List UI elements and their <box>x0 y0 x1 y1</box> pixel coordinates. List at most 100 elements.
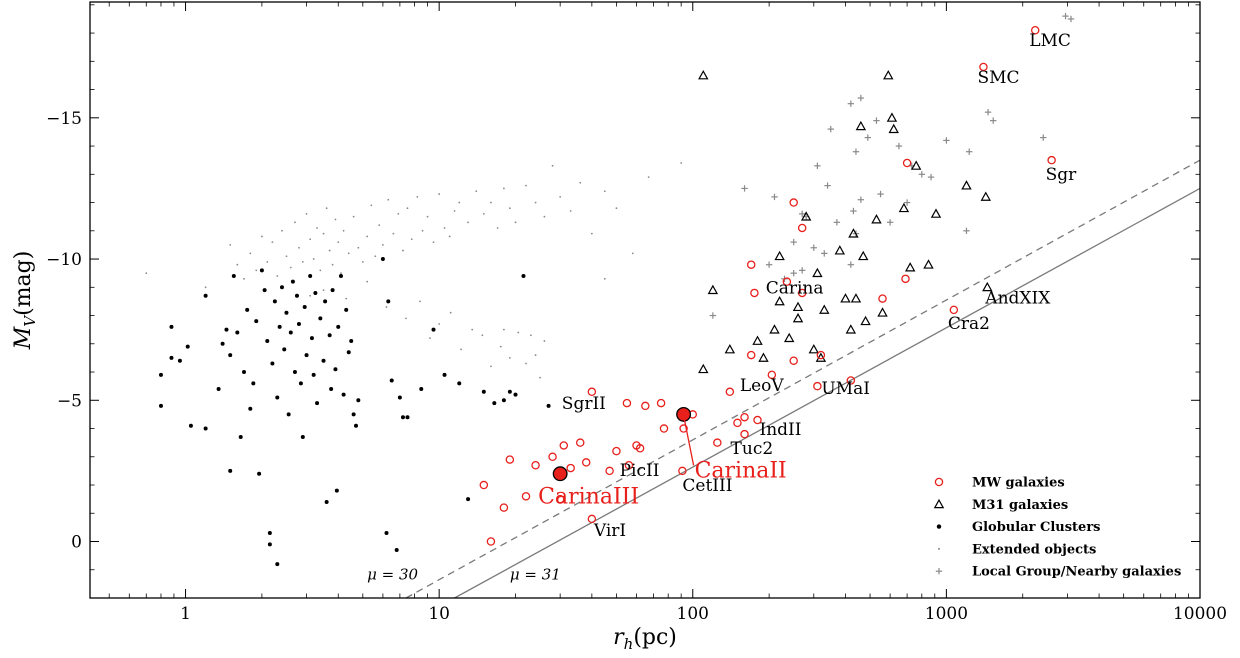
globular-cluster-point <box>321 358 326 363</box>
extended-object-point <box>319 269 322 272</box>
local-group-galaxy-point <box>873 117 880 124</box>
m31-galaxy-point <box>769 324 780 334</box>
extended-object-point <box>615 207 618 210</box>
mw-galaxy-point <box>725 387 735 397</box>
globular-cluster-point <box>356 398 361 403</box>
extended-object-point <box>496 227 499 229</box>
extended-object-point <box>406 207 409 210</box>
extended-object-point <box>378 224 381 227</box>
globular-cluster-point <box>397 395 402 400</box>
extended-object-point <box>337 241 340 243</box>
extended-object-point <box>397 212 400 215</box>
globular-cluster-point <box>327 333 332 338</box>
m31-galaxy-point <box>783 332 795 343</box>
plot-frame <box>89 1 1201 599</box>
local-group-galaxy-point <box>771 193 778 201</box>
extended-object-point <box>345 297 348 300</box>
local-group-galaxy-point <box>927 173 935 181</box>
globular-cluster-point <box>224 327 229 332</box>
extended-object-point <box>266 260 269 263</box>
globular-cluster-point <box>288 330 293 335</box>
extended-object-point <box>421 229 424 232</box>
annotation-viri: VirI <box>593 521 626 541</box>
globular-cluster-point <box>400 415 405 420</box>
highlight-label-carinaii: CarinaII <box>695 458 787 483</box>
extended-object-point <box>438 323 441 325</box>
globular-cluster-point <box>282 347 287 352</box>
extended-object-point <box>443 227 446 229</box>
m31-galaxy-point <box>855 120 867 131</box>
mw-galaxy-point <box>713 438 722 447</box>
globular-cluster-point <box>501 398 506 403</box>
extended-object-point <box>370 204 373 207</box>
extended-object-point <box>381 244 384 246</box>
mw-galaxy-point <box>479 480 489 490</box>
extended-object-point <box>325 207 328 210</box>
globular-cluster-point <box>386 299 391 304</box>
extended-object-point <box>328 249 331 252</box>
mw-galaxy-point <box>740 412 749 422</box>
globular-cluster-point <box>546 403 551 408</box>
extended-object-point <box>460 348 462 351</box>
mw-galaxy-point <box>641 401 650 411</box>
globular-cluster-point <box>466 497 471 502</box>
extended-object-point <box>289 266 292 269</box>
m31-galaxy-point <box>758 352 769 362</box>
globular-cluster-point <box>270 361 275 366</box>
m31-galaxy-point <box>930 208 942 218</box>
m31-galaxy-point <box>871 214 882 224</box>
legend-marker <box>934 477 944 487</box>
globular-cluster-point <box>267 542 272 547</box>
m31-galaxy-point <box>888 123 899 134</box>
local-group-galaxy-point <box>990 117 997 124</box>
extended-object-point <box>525 184 527 187</box>
local-group-galaxy-point <box>1040 134 1047 141</box>
globular-cluster-point <box>177 358 182 363</box>
globular-cluster-point <box>296 322 301 327</box>
extended-object-point <box>229 244 232 246</box>
extended-object-point <box>503 187 505 190</box>
extended-object-point <box>438 193 441 195</box>
extended-object-point <box>334 218 337 221</box>
extended-object-point <box>543 215 546 218</box>
globular-cluster-point <box>323 299 328 304</box>
globular-cluster-point <box>298 381 303 386</box>
extended-object-point <box>429 337 431 340</box>
x-tick-label: 100 <box>677 604 709 624</box>
local-group-galaxy-point <box>827 125 834 133</box>
globular-cluster-point <box>346 350 351 355</box>
extended-object-point <box>458 201 461 204</box>
mw-galaxy-point <box>581 458 591 467</box>
local-group-galaxy-point <box>877 190 884 198</box>
local-group-galaxy-point <box>852 148 860 155</box>
annotation-leov: LeoV <box>740 376 785 396</box>
local-group-galaxy-point <box>984 108 992 116</box>
extended-object-point <box>352 215 355 218</box>
globular-cluster-point <box>238 434 243 439</box>
mw-galaxy-point <box>678 466 687 476</box>
local-group-galaxy-point <box>857 196 865 203</box>
globular-cluster-point <box>251 381 256 386</box>
mw-galaxy-point <box>624 460 634 470</box>
globular-cluster-point <box>257 471 262 476</box>
mw-galaxy-point <box>1030 25 1040 35</box>
local-group-galaxy-point <box>857 94 865 102</box>
local-group-galaxy-point <box>814 162 821 170</box>
extended-object-point <box>342 229 345 232</box>
globular-cluster-point <box>277 324 282 329</box>
globular-cluster-point <box>279 285 284 290</box>
legend-mw-galaxies: MW galaxies <box>934 476 1065 491</box>
extended-object-point <box>374 255 377 258</box>
extended-object-point <box>590 232 593 235</box>
extended-object-point <box>508 207 511 210</box>
globular-cluster-point <box>248 406 253 411</box>
m31-galaxy-point <box>904 262 916 272</box>
m31-galaxy-point <box>707 284 719 295</box>
globular-cluster-point <box>286 412 291 417</box>
extended-object-point <box>236 263 239 266</box>
mw-galaxy-point <box>846 376 856 385</box>
extended-object-point <box>432 241 435 243</box>
globular-cluster-point <box>419 386 424 391</box>
globular-cluster-point <box>265 338 270 343</box>
annotation-cetiii: CetIII <box>682 476 732 496</box>
